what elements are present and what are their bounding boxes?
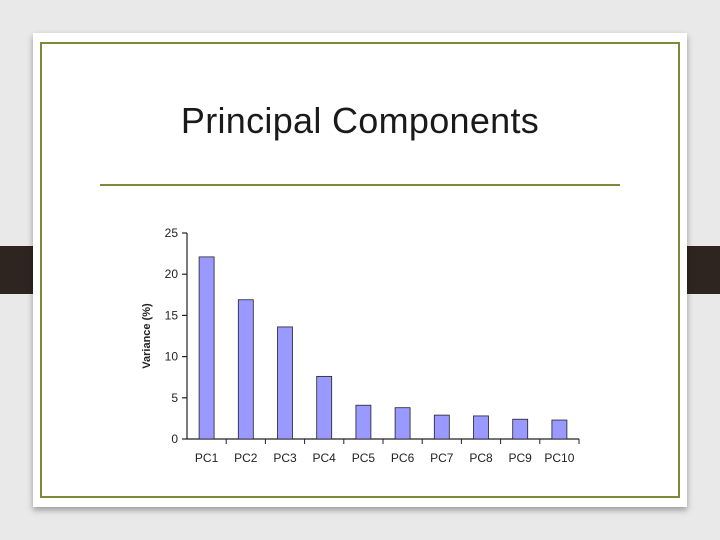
x-tick-label: PC1 [195,451,219,465]
bar-pc5 [355,404,372,440]
bar-pc4 [316,375,333,440]
x-tick-label: PC9 [509,451,533,465]
x-tick-label: PC3 [273,451,297,465]
bar-pc7 [433,414,450,440]
bar-pc1 [198,256,215,440]
y-tick-label: 10 [165,350,179,364]
y-tick-label: 5 [171,391,178,405]
y-tick-label: 20 [165,267,179,281]
title-divider [100,184,620,186]
bar-pc9 [512,418,529,440]
x-axis: PC1 PC2 PC3 PC4 PC5 PC6 PC7 PC8 PC9 PC10 [187,438,580,465]
x-tick-label: PC5 [352,451,376,465]
x-tick-label: PC7 [430,451,454,465]
bar-pc10 [551,419,568,440]
y-tick-label: 15 [165,308,179,322]
x-tick-label: PC10 [544,451,574,465]
x-tick-label: PC2 [234,451,258,465]
y-axis: 0 5 10 15 20 25 [165,226,188,446]
slide-title: Principal Components [180,100,540,141]
y-tick-label: 25 [165,226,179,240]
y-tick-label: 0 [171,432,178,446]
y-axis-label: Variance (%) [141,303,153,369]
bar-pc2 [237,299,254,440]
x-tick-label: PC8 [469,451,493,465]
bar-pc8 [473,415,489,440]
bar-pc6 [394,407,411,440]
x-tick-label: PC6 [391,451,415,465]
bar-pc3 [277,326,293,440]
chart-panel: 0 5 10 15 20 25 PC1 PC2 PC3 PC4 PC5 PC6 PC7 PC8 PC9 PC… [110,216,610,476]
bars [198,256,568,440]
slide-border [40,42,680,498]
x-tick-label: PC4 [313,451,337,465]
